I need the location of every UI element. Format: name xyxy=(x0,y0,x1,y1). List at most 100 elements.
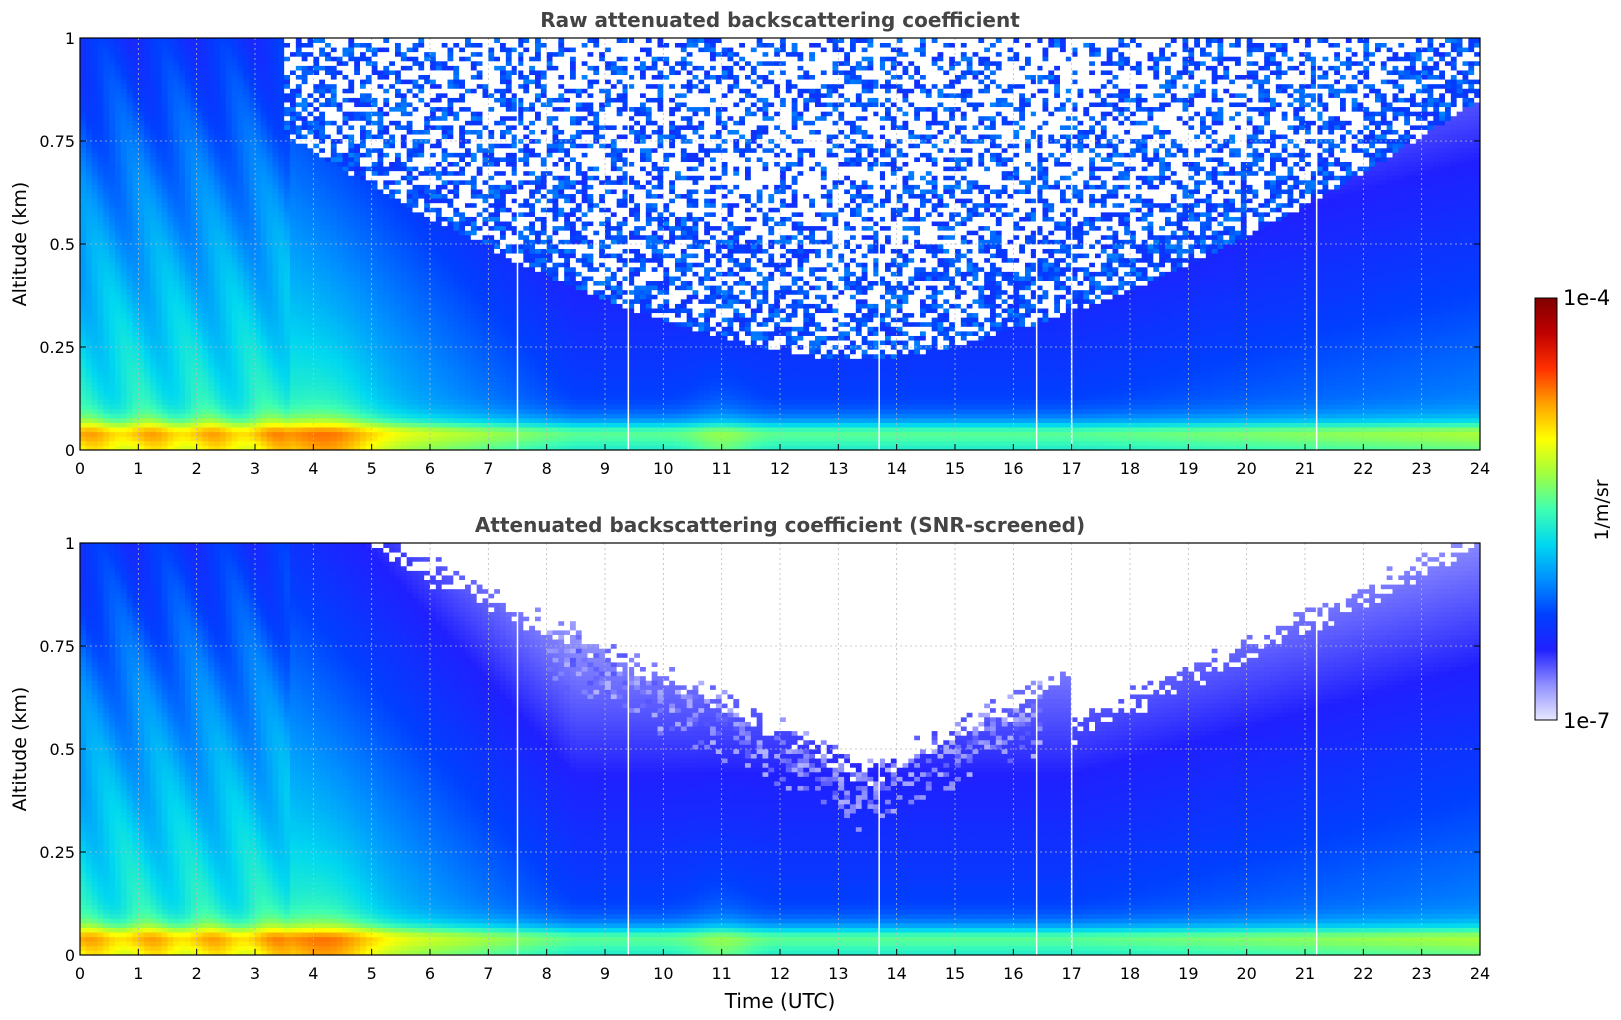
heatmap-cell xyxy=(168,404,174,409)
heatmap-cell xyxy=(278,120,284,125)
heatmap-cell xyxy=(249,189,255,194)
heatmap-cell xyxy=(243,400,249,405)
heatmap-cell xyxy=(255,281,261,286)
heatmap-cell xyxy=(133,304,139,309)
heatmap-cell xyxy=(319,322,325,327)
heatmap-cell xyxy=(98,56,104,61)
heatmap-cell xyxy=(98,441,104,446)
heatmap-cell xyxy=(208,336,214,341)
heatmap-cell xyxy=(255,400,261,405)
heatmap-cell xyxy=(267,249,273,254)
heatmap-cell xyxy=(284,253,290,258)
heatmap-cell xyxy=(86,276,92,281)
heatmap-cell xyxy=(343,423,349,428)
heatmap-cell xyxy=(243,390,249,395)
heatmap-cell xyxy=(331,271,337,276)
heatmap-cell xyxy=(197,166,203,171)
heatmap-cell xyxy=(162,244,168,249)
heatmap-cell xyxy=(261,372,267,377)
heatmap-cell xyxy=(220,134,226,139)
heatmap-cell xyxy=(103,157,109,162)
heatmap-cell xyxy=(267,43,273,48)
heatmap-cell xyxy=(127,413,133,418)
heatmap-cell xyxy=(173,244,179,249)
heatmap-cell xyxy=(284,267,290,272)
heatmap-cell xyxy=(80,349,86,354)
heatmap-cell xyxy=(179,70,185,75)
heatmap-cell xyxy=(121,258,127,263)
heatmap-cell xyxy=(319,317,325,322)
heatmap-cell xyxy=(267,322,273,327)
heatmap-cell xyxy=(348,253,354,258)
heatmap-cell xyxy=(133,299,139,304)
heatmap-cell xyxy=(121,84,127,89)
heatmap-cell xyxy=(278,313,284,318)
heatmap-cell xyxy=(168,290,174,295)
heatmap-cell xyxy=(313,75,319,80)
heatmap-cell xyxy=(197,331,203,336)
heatmap-cell xyxy=(203,235,209,240)
heatmap-cell xyxy=(185,253,191,258)
heatmap-cell xyxy=(267,427,273,432)
heatmap-cell xyxy=(203,70,209,75)
heatmap-cell xyxy=(249,418,255,423)
heatmap-cell xyxy=(162,317,168,322)
heatmap-cell xyxy=(173,304,179,309)
heatmap-cell xyxy=(273,184,279,189)
heatmap-cell xyxy=(302,84,308,89)
heatmap-cell xyxy=(261,61,267,66)
heatmap-cell xyxy=(284,409,290,414)
heatmap-cell xyxy=(220,413,226,418)
heatmap-cell xyxy=(138,75,144,80)
heatmap-cell xyxy=(325,230,331,235)
heatmap-cell xyxy=(173,175,179,180)
heatmap-cell xyxy=(203,441,209,446)
heatmap-cell xyxy=(220,262,226,267)
heatmap-cell xyxy=(348,61,354,66)
heatmap-cell xyxy=(337,61,343,66)
heatmap-cell xyxy=(343,326,349,331)
heatmap-cell xyxy=(238,194,244,199)
heatmap-cell xyxy=(267,217,273,222)
heatmap-cell xyxy=(302,244,308,249)
heatmap-cell xyxy=(133,276,139,281)
heatmap-cell xyxy=(109,368,115,373)
heatmap-cell xyxy=(144,75,150,80)
heatmap-cell xyxy=(238,390,244,395)
heatmap-cell xyxy=(325,413,331,418)
heatmap-cell xyxy=(249,56,255,61)
heatmap-cell xyxy=(168,235,174,240)
heatmap-cell xyxy=(138,203,144,208)
heatmap-cell xyxy=(302,400,308,405)
heatmap-cell xyxy=(173,368,179,373)
heatmap-cell xyxy=(133,79,139,84)
heatmap-cell xyxy=(80,148,86,153)
heatmap-cell xyxy=(232,125,238,130)
heatmap-cell xyxy=(232,198,238,203)
heatmap-cell xyxy=(308,267,314,272)
heatmap-cell xyxy=(138,368,144,373)
heatmap-cell xyxy=(337,317,343,322)
heatmap-cell xyxy=(185,184,191,189)
heatmap-cell xyxy=(226,152,232,157)
heatmap-cell xyxy=(249,134,255,139)
heatmap-cell xyxy=(115,43,121,48)
heatmap-cell xyxy=(255,326,261,331)
heatmap-cell xyxy=(343,258,349,263)
heatmap-cell xyxy=(162,340,168,345)
heatmap-cell xyxy=(109,157,115,162)
heatmap-cell xyxy=(138,217,144,222)
heatmap-cell xyxy=(261,107,267,112)
heatmap-cell xyxy=(121,226,127,231)
heatmap-cell xyxy=(331,432,337,437)
heatmap-cell xyxy=(127,194,133,199)
heatmap-cell xyxy=(325,61,331,66)
heatmap-cell xyxy=(348,363,354,368)
heatmap-cell xyxy=(150,230,156,235)
heatmap-cell xyxy=(179,56,185,61)
heatmap-cell xyxy=(173,47,179,52)
heatmap-cell xyxy=(144,404,150,409)
heatmap-cell xyxy=(284,271,290,276)
heatmap-cell xyxy=(220,363,226,368)
heatmap-cell xyxy=(162,207,168,212)
